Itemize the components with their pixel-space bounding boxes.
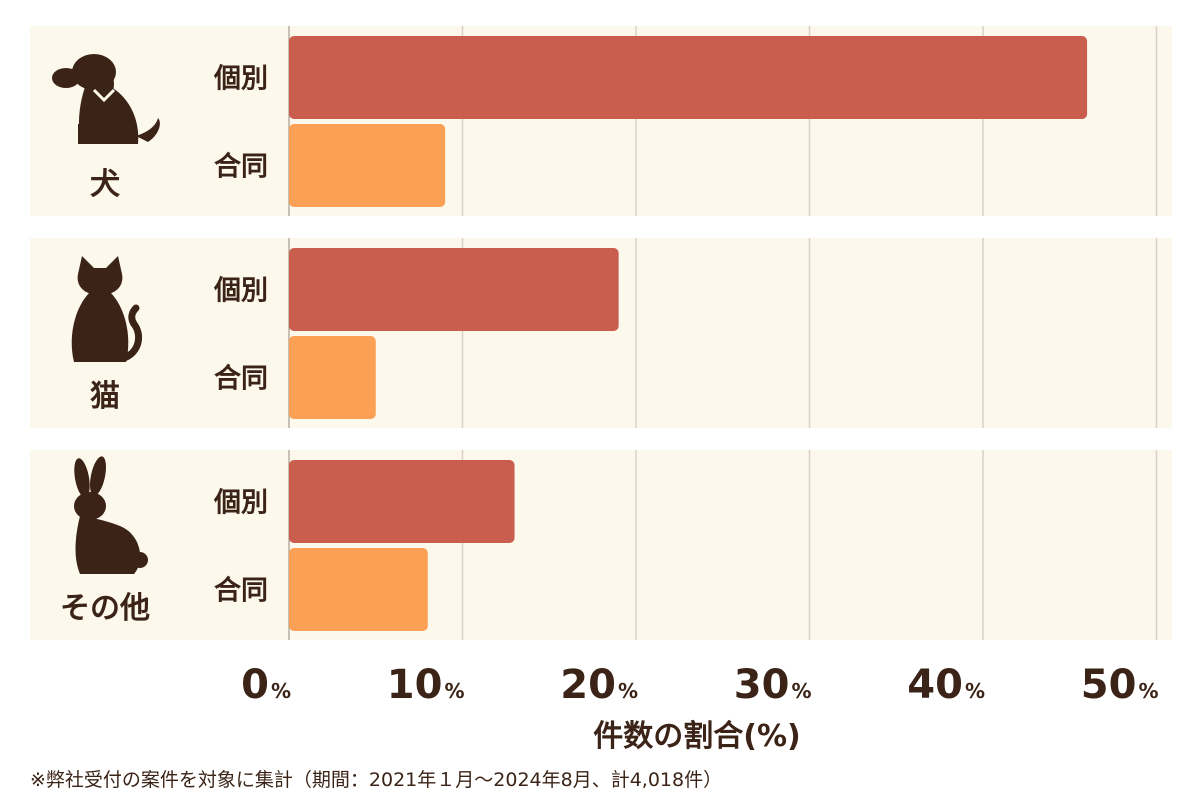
group-label: 犬 (90, 167, 120, 202)
footnote: ※弊社受付の案件を対象に集計（期間：2021年１月〜2024年8月、計4,018… (30, 769, 722, 791)
x-tick-label: 0% (241, 662, 291, 708)
x-tick-label: 30% (734, 662, 812, 708)
dog-icon (52, 54, 160, 144)
bar-individual (289, 36, 1088, 119)
bar-individual (289, 460, 515, 543)
rabbit-icon (74, 456, 148, 574)
group-panel (30, 450, 1172, 640)
x-axis-title: 件数の割合(%) (593, 719, 800, 754)
cat-icon (71, 256, 143, 362)
bar-joint (289, 124, 446, 207)
bar-individual (289, 248, 619, 331)
x-tick-label: 10% (387, 662, 465, 708)
group-label: 猫 (90, 379, 120, 414)
x-tick-label: 20% (560, 662, 638, 708)
bar-category-label: 合同 (214, 151, 268, 183)
bar-category-label: 個別 (213, 276, 268, 307)
x-tick-label: 40% (907, 662, 985, 708)
group-label: その他 (60, 591, 150, 626)
x-tick-label: 50% (1081, 662, 1159, 708)
bar-category-label: 個別 (213, 64, 268, 95)
bar-joint (289, 336, 376, 419)
bar-category-label: 合同 (214, 575, 268, 607)
bar-category-label: 個別 (213, 488, 268, 519)
bar-category-label: 合同 (214, 363, 268, 395)
bar-joint (289, 548, 428, 631)
